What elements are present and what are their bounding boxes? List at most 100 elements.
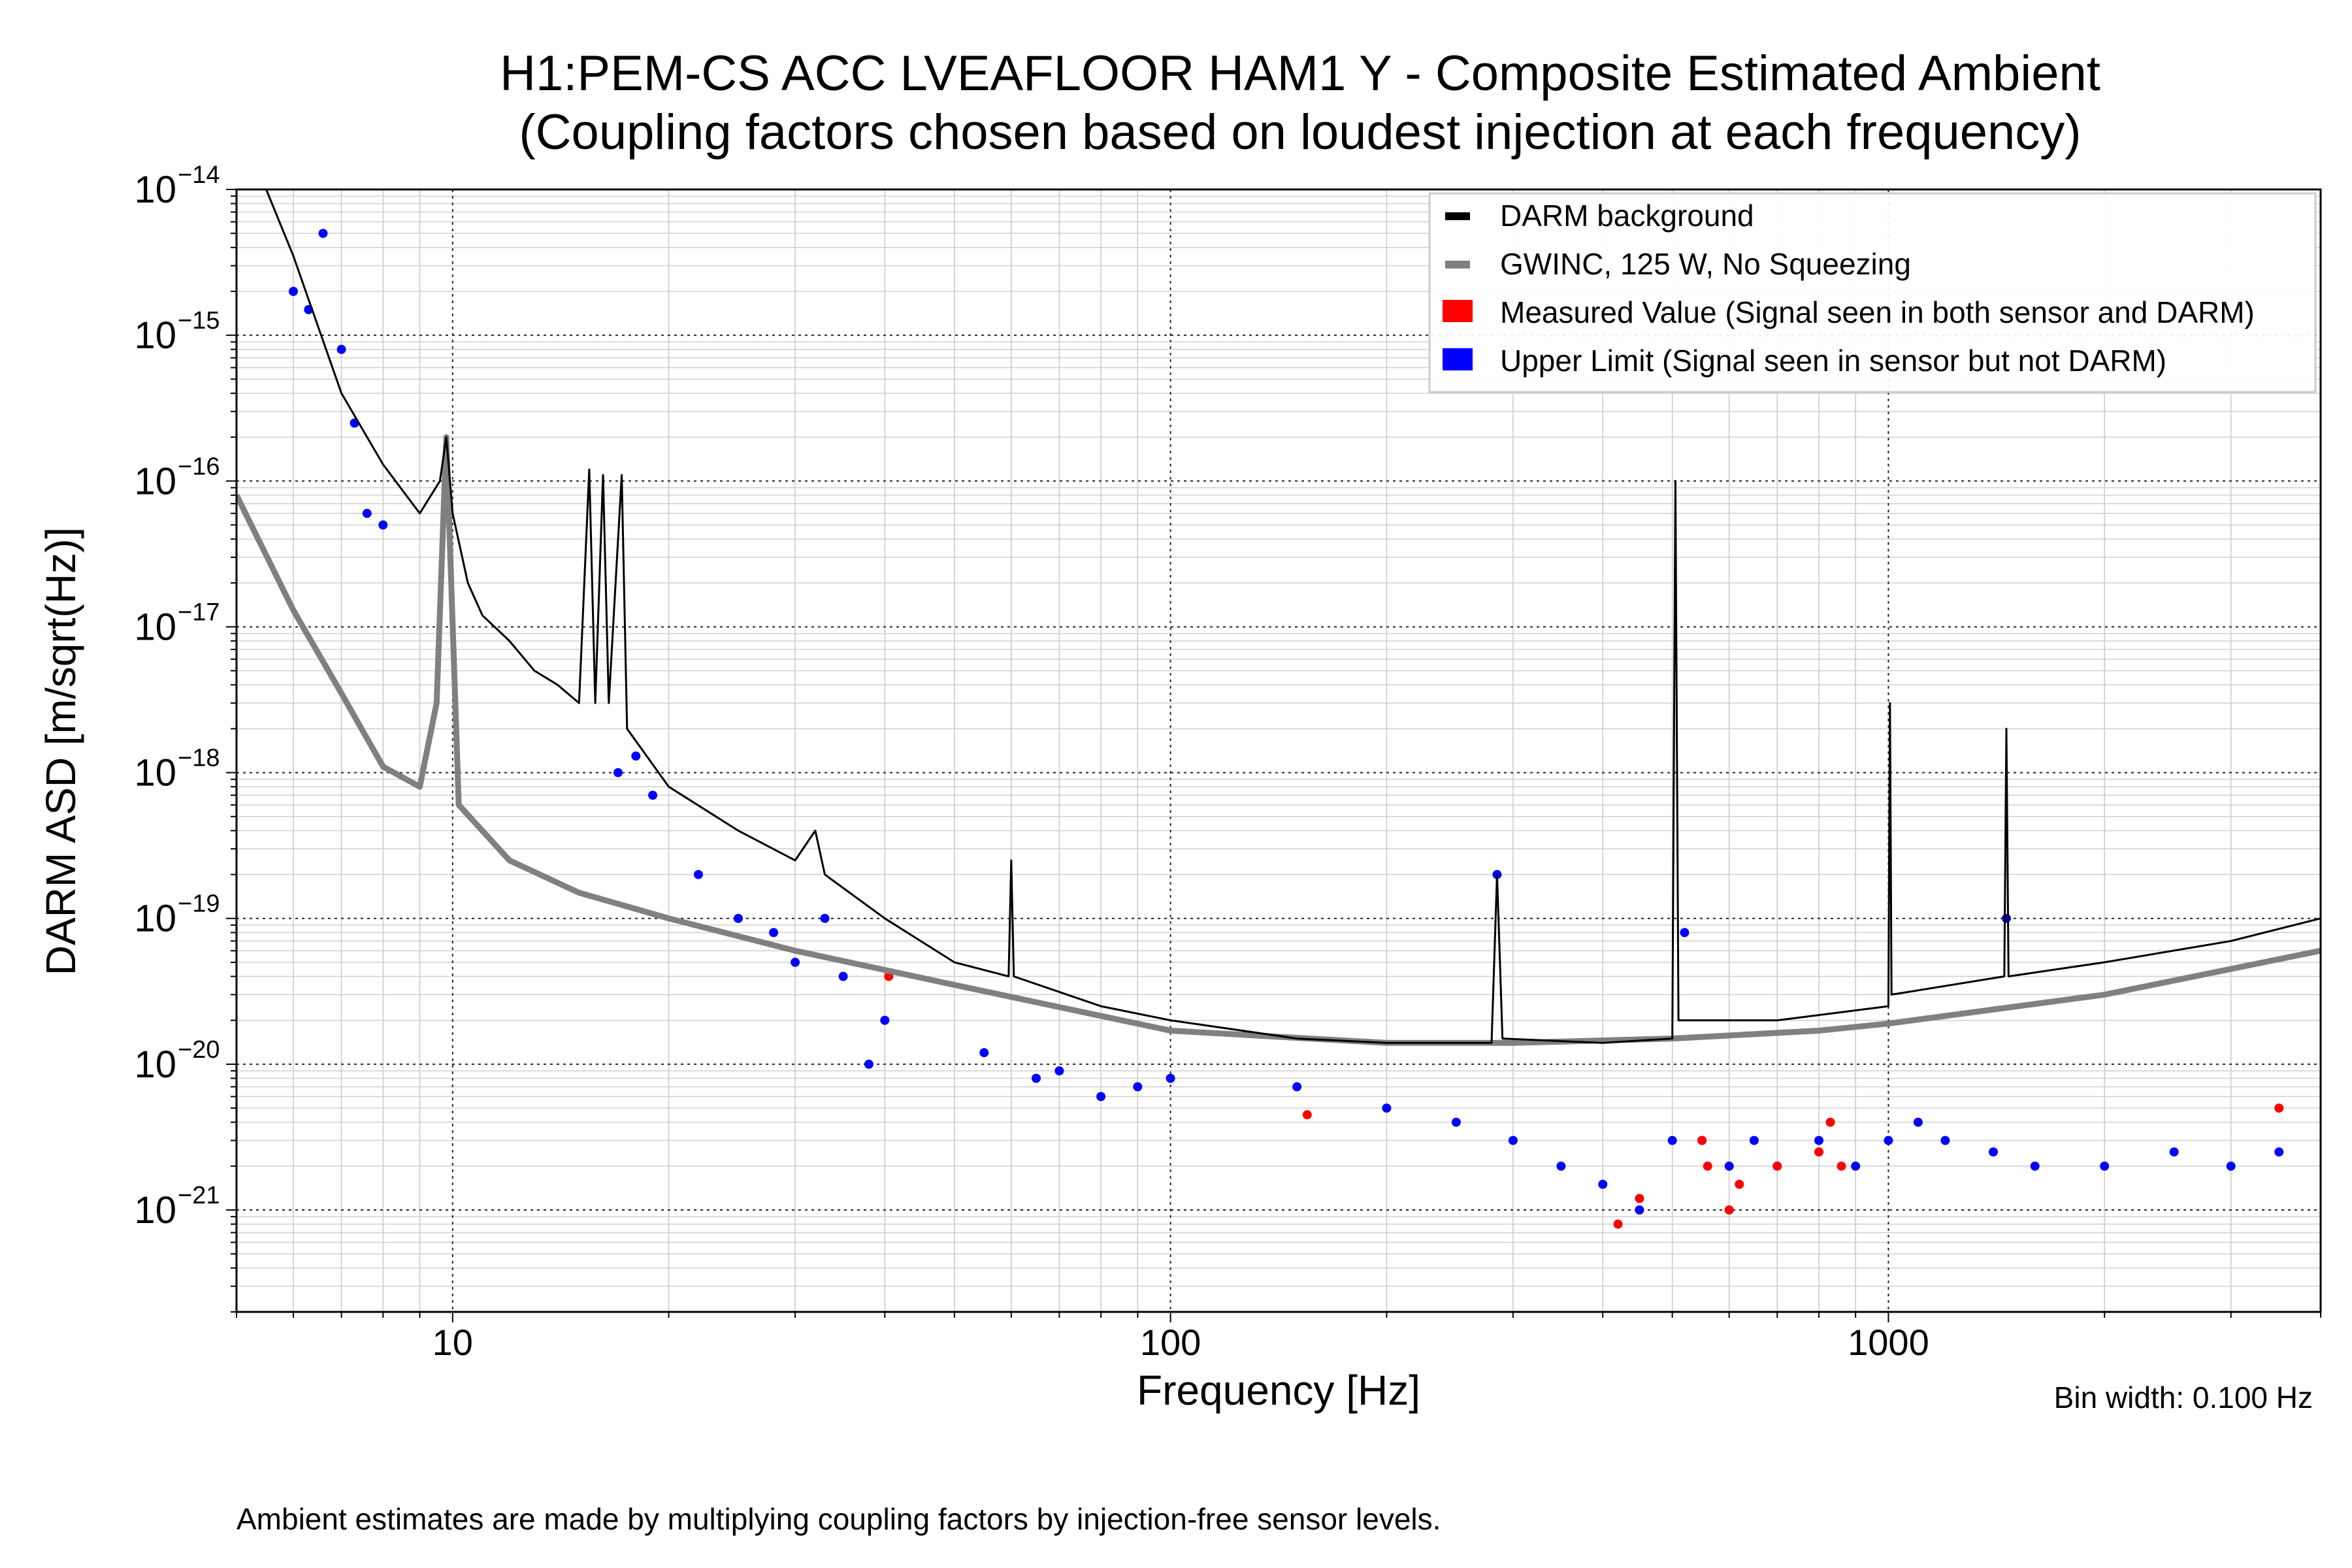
upper-limit-point xyxy=(378,520,388,530)
measured-value-point xyxy=(1635,1194,1644,1203)
upper-limit-point xyxy=(791,957,800,967)
minor-grid xyxy=(236,189,2321,1313)
upper-limit-point xyxy=(1814,1135,1823,1145)
legend-label-upper-limit: Upper Limit (Signal seen in sensor but n… xyxy=(1500,344,2166,378)
upper-limit-point xyxy=(1382,1103,1392,1113)
legend-box xyxy=(1428,192,2317,393)
upper-limit-point xyxy=(1133,1082,1143,1092)
upper-limit-point xyxy=(362,508,372,518)
gwinc-curve xyxy=(237,434,2321,1046)
upper-limit-point xyxy=(1667,1135,1677,1145)
legend: DARM background GWINC, 125 W, No Squeezi… xyxy=(1428,192,2317,393)
x-tick-label: 100 xyxy=(1140,1322,1201,1363)
measured-value-point xyxy=(1724,1205,1734,1215)
x-axis-label: Frequency [Hz] xyxy=(1137,1367,1420,1414)
measured-value-point xyxy=(1772,1161,1782,1171)
measured-value-point xyxy=(1837,1161,1846,1171)
measured-value-point xyxy=(1825,1117,1835,1127)
series-layer xyxy=(237,189,2321,1229)
measured-value-point xyxy=(1703,1161,1712,1171)
y-tick-exponent: −17 xyxy=(178,598,220,626)
upper-limit-point xyxy=(1884,1135,1893,1145)
upper-limit-point xyxy=(1451,1117,1461,1127)
upper-limit-point xyxy=(694,870,703,879)
upper-limit-point xyxy=(1508,1135,1518,1145)
upper-limit-point xyxy=(864,1059,874,1069)
upper-limit-point xyxy=(1635,1205,1644,1215)
y-tick-label: 10 xyxy=(134,752,176,794)
upper-limit-point xyxy=(880,1015,890,1025)
y-tick-label: 10 xyxy=(134,1043,176,1086)
x-tick-label: 1000 xyxy=(1848,1322,1929,1363)
legend-label-darm: DARM background xyxy=(1500,199,1754,233)
chart-title-line-2: (Coupling factors chosen based on loudes… xyxy=(519,105,2082,160)
measured-value-point xyxy=(1697,1135,1707,1145)
y-axis-label: DARM ASD [m/sqrt(Hz)] xyxy=(37,527,84,975)
y-tick-exponent: −14 xyxy=(178,161,220,189)
upper-limit-point xyxy=(1054,1066,1064,1076)
upper-limit-point xyxy=(1598,1179,1608,1189)
upper-limit-point xyxy=(2226,1161,2236,1171)
upper-limit-point xyxy=(2100,1161,2110,1171)
upper-limit-point xyxy=(613,768,623,777)
legend-swatch-upper-limit xyxy=(1443,348,1473,370)
upper-limit-point xyxy=(1166,1073,1175,1083)
measured-value-point xyxy=(1735,1179,1744,1189)
upper-limit-point xyxy=(289,287,298,296)
y-tick-label: 10 xyxy=(134,460,176,502)
upper-limit-point xyxy=(1680,928,1690,938)
measured-value-point xyxy=(2274,1103,2284,1113)
plot-frame xyxy=(235,188,2322,1313)
upper-limit-point xyxy=(1940,1135,1950,1145)
y-tick-label: 10 xyxy=(134,1189,176,1232)
x-tick-label: 10 xyxy=(433,1322,473,1363)
y-tick-exponent: −18 xyxy=(178,745,220,772)
upper-limit-point xyxy=(1989,1147,1998,1157)
measured-value-point xyxy=(1302,1110,1312,1120)
footnote: Ambient estimates are made by multiplyin… xyxy=(237,1502,1441,1536)
upper-limit-point xyxy=(1851,1161,1861,1171)
upper-limit-point xyxy=(1724,1161,1734,1171)
upper-limit-point xyxy=(1749,1135,1759,1145)
upper-limit-point xyxy=(1913,1117,1923,1127)
upper-limit-point xyxy=(1556,1161,1566,1171)
upper-limit-point xyxy=(2274,1147,2284,1157)
upper-limit-point xyxy=(2169,1147,2179,1157)
legend-label-gwinc: GWINC, 125 W, No Squeezing xyxy=(1500,247,1911,281)
y-tick-label: 10 xyxy=(134,606,176,648)
y-tick-label: 10 xyxy=(134,898,176,940)
legend-swatch-gwinc xyxy=(1445,261,1470,269)
y-tick-exponent: −15 xyxy=(178,307,220,335)
upper-limit-point xyxy=(838,972,848,981)
y-tick-label: 10 xyxy=(134,314,176,357)
measured-value-point xyxy=(1613,1219,1623,1229)
legend-swatch-measured xyxy=(1443,300,1473,322)
upper-limit-point xyxy=(1096,1092,1106,1102)
upper-limit-point xyxy=(769,928,779,938)
x-axis: 10 100 1000 xyxy=(236,1312,2321,1363)
y-tick-exponent: −21 xyxy=(178,1182,220,1209)
y-tick-exponent: −16 xyxy=(178,453,220,480)
upper-limit-point xyxy=(2030,1161,2040,1171)
upper-limit-point xyxy=(1292,1082,1302,1092)
upper-limit-point xyxy=(734,913,743,923)
legend-swatch-darm xyxy=(1445,212,1470,220)
legend-label-measured: Measured Value (Signal seen in both sens… xyxy=(1500,295,2255,329)
upper-limit-point xyxy=(631,751,641,761)
darm-background-curve xyxy=(265,189,2321,1044)
measured-value-point xyxy=(1814,1147,1823,1157)
chart-title-line-1: H1:PEM-CS ACC LVEAFLOOR HAM1 Y - Composi… xyxy=(500,46,2100,101)
upper-limit-point xyxy=(979,1048,989,1058)
upper-limit-point xyxy=(2002,913,2011,923)
upper-limit-point xyxy=(648,791,658,800)
bin-width-note: Bin width: 0.100 Hz xyxy=(2053,1380,2313,1414)
y-tick-exponent: −19 xyxy=(178,890,220,918)
y-tick-exponent: −20 xyxy=(178,1036,220,1064)
upper-limit-point xyxy=(318,229,328,238)
upper-limit-point xyxy=(1032,1073,1041,1083)
upper-limit-point xyxy=(820,913,830,923)
upper-limit-point xyxy=(336,344,346,354)
y-tick-label: 10 xyxy=(134,169,176,211)
